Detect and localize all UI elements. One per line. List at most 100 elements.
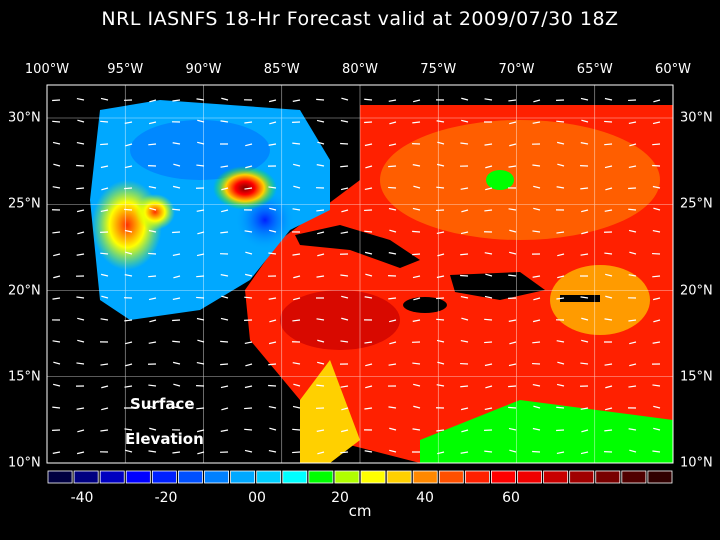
colorbar-tick-label: 20	[331, 490, 349, 506]
current-vector	[436, 163, 445, 167]
current-vector	[268, 405, 277, 409]
map-label-line1: Surface	[130, 395, 195, 413]
current-vector	[556, 141, 565, 145]
colorbar-swatch	[360, 470, 386, 484]
current-vector	[581, 429, 589, 433]
current-vector	[173, 275, 181, 279]
current-vector	[557, 361, 565, 365]
current-vector	[172, 361, 181, 365]
current-vector	[532, 319, 541, 323]
current-vector	[316, 209, 325, 212]
current-vector	[389, 319, 397, 323]
lon-label: 85°W	[263, 62, 300, 77]
current-vector	[100, 209, 109, 213]
current-vector	[77, 339, 85, 343]
current-vector	[461, 97, 469, 101]
lon-label: 95°W	[107, 62, 144, 77]
current-vector	[77, 231, 85, 235]
current-vector	[389, 121, 397, 125]
current-vector	[532, 341, 541, 344]
lat-label-left: 30°N	[8, 110, 41, 126]
current-vector	[628, 385, 637, 388]
current-vector	[436, 384, 445, 387]
current-vector	[268, 363, 277, 366]
current-vector	[412, 207, 421, 211]
current-vector	[149, 99, 157, 103]
current-vector	[437, 141, 445, 145]
current-vector	[364, 143, 373, 147]
current-vector	[124, 229, 133, 233]
current-vector	[533, 99, 541, 103]
current-vector	[460, 407, 469, 411]
current-vector	[364, 230, 373, 233]
colorbar-swatch	[256, 470, 282, 484]
current-vector	[100, 252, 109, 255]
current-vector	[508, 99, 517, 102]
current-vector	[484, 450, 493, 453]
current-vector	[124, 319, 133, 322]
current-vector	[484, 341, 493, 344]
current-vector	[652, 275, 661, 278]
current-vector	[292, 451, 301, 454]
current-vector	[508, 385, 517, 388]
colorbar-swatch	[204, 470, 229, 484]
current-vector	[317, 451, 325, 455]
current-vector	[244, 187, 253, 190]
current-vector	[220, 231, 229, 234]
current-vector	[484, 363, 493, 367]
current-vector	[316, 98, 325, 101]
current-vector	[604, 209, 613, 212]
current-vector	[388, 165, 397, 168]
current-vector	[484, 295, 493, 299]
current-vector	[340, 165, 349, 168]
colorbar-swatch	[595, 470, 621, 484]
current-vector	[148, 185, 157, 189]
current-vector	[365, 385, 373, 389]
current-vector	[628, 165, 637, 169]
current-vector	[76, 97, 85, 101]
lat-label-right: 20°N	[680, 283, 713, 298]
current-vector	[196, 296, 205, 299]
colorbar-swatch	[543, 470, 569, 484]
current-vector	[652, 341, 661, 344]
current-vector	[652, 185, 661, 189]
current-vector	[461, 209, 469, 213]
current-vector	[557, 163, 565, 167]
current-vector	[268, 99, 277, 103]
current-vector	[316, 318, 325, 321]
current-vector	[77, 429, 85, 433]
colorbar-swatch	[621, 470, 647, 484]
current-vector	[412, 428, 421, 431]
current-vector	[220, 340, 229, 343]
current-vector	[508, 274, 517, 277]
current-vector	[389, 229, 397, 233]
current-vector	[292, 99, 301, 102]
current-vector	[364, 341, 373, 344]
current-vector	[652, 164, 661, 167]
current-vector	[629, 251, 637, 255]
current-vector	[653, 319, 661, 323]
current-vector	[532, 121, 541, 124]
current-vector	[364, 121, 373, 124]
current-vector	[293, 383, 301, 387]
current-vector	[533, 297, 541, 301]
current-vector	[484, 209, 493, 212]
current-vector	[52, 120, 61, 123]
lat-label-right: 15°N	[680, 369, 713, 385]
current-vector	[604, 252, 613, 255]
current-vector	[125, 363, 133, 367]
current-vector	[388, 143, 397, 147]
current-vector	[364, 98, 373, 101]
current-vector	[556, 120, 565, 123]
current-vector	[436, 120, 445, 123]
current-vector	[389, 449, 397, 453]
current-vector	[388, 297, 397, 300]
current-vector	[365, 273, 373, 277]
current-vector	[604, 97, 613, 101]
current-vector	[557, 253, 565, 257]
current-vector	[221, 407, 229, 411]
current-vector	[412, 164, 421, 167]
colorbar-tick-label: -20	[154, 490, 178, 506]
current-vector	[508, 427, 517, 431]
